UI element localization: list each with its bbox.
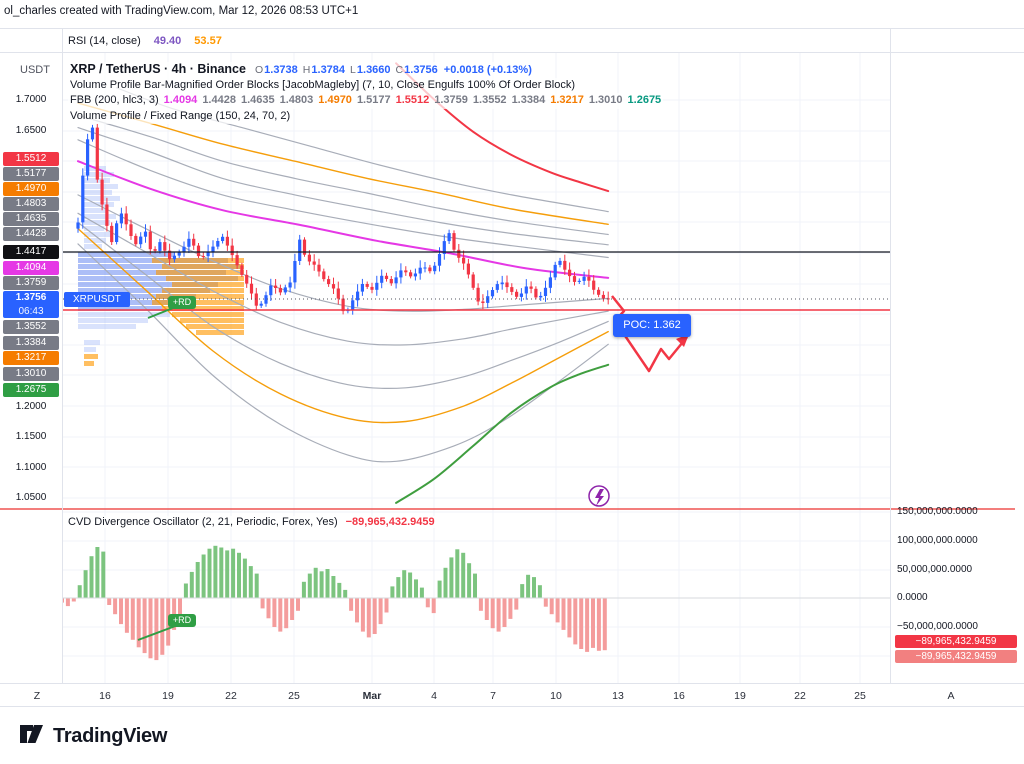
red-zigzag-arrow bbox=[611, 295, 688, 373]
fbb-value: 1.4094 bbox=[163, 94, 198, 107]
cvd-histogram bbox=[63, 545, 607, 661]
fbb-values: 1.4094 1.4428 1.4635 1.4803 1.4970 1.5177 1.55… bbox=[159, 94, 662, 106]
indicator-legend-fbb[interactable]: FBB (200, hlc3, 3) bbox=[70, 94, 159, 107]
ohlc-value: 1.3756 bbox=[404, 64, 438, 76]
price-axis-currency: USDT bbox=[20, 64, 50, 76]
change-value: +0.0018 (+0.13%) bbox=[443, 64, 532, 76]
fbb-value: 1.3384 bbox=[511, 94, 546, 107]
cvd-legend-label[interactable]: CVD Divergence Oscillator (2, 21, Period… bbox=[68, 516, 338, 528]
symbol-title[interactable]: XRP / TetherUS · 4h · Binance bbox=[70, 62, 246, 76]
attribution-bar: ol_charles created with TradingView.com,… bbox=[4, 5, 358, 17]
chart-legend: XRP / TetherUS · 4h · Binance O1.3738 H1.3… bbox=[68, 62, 664, 124]
fbb-value: 1.4970 bbox=[318, 94, 352, 107]
rsi-signal-value: 53.57 bbox=[194, 35, 222, 47]
main-chart-plot bbox=[76, 62, 610, 504]
fbb-value: 1.5177 bbox=[356, 94, 391, 107]
ohlc-key: O bbox=[254, 64, 264, 76]
cvd-pane-legend: CVD Divergence Oscillator (2, 21, Period… bbox=[68, 516, 435, 528]
tradingview-logo-icon[interactable] bbox=[18, 720, 45, 752]
current-price-badge: 1.3756 06:43 bbox=[3, 291, 59, 318]
fbb-value: 1.3759 bbox=[434, 94, 468, 107]
fbb-value: 1.4803 bbox=[279, 94, 314, 107]
fbb-value: 1.3217 bbox=[550, 94, 584, 107]
rd-divergence-badge-main: +RD bbox=[168, 296, 196, 309]
rd-divergence-badge-cvd: +RD bbox=[168, 614, 196, 627]
ohlc-key: L bbox=[350, 64, 356, 76]
rsi-pane-legend: RSI (14, close) 49.40 53.57 bbox=[68, 31, 222, 51]
indicator-legend-volume-profile-ob[interactable]: Volume Profile Bar-Magnified Order Block… bbox=[68, 78, 578, 94]
rsi-value: 49.40 bbox=[153, 35, 182, 47]
fbb-value: 1.3552 bbox=[472, 94, 507, 107]
symbol-price-flag: XRPUSDT bbox=[64, 292, 130, 307]
fbb-value: 1.4428 bbox=[202, 94, 236, 107]
bar-countdown: 06:43 bbox=[18, 306, 44, 317]
current-price: 1.3756 bbox=[15, 292, 47, 303]
cvd-legend-value: −89,965,432.9459 bbox=[345, 516, 435, 528]
poc-label[interactable]: POC: 1.362 bbox=[613, 314, 691, 337]
fbb-value: 1.4635 bbox=[240, 94, 275, 107]
fbb-value: 1.5512 bbox=[395, 94, 430, 107]
ohlc-key: H bbox=[302, 64, 311, 76]
ohlc-value: 1.3738 bbox=[264, 64, 298, 76]
tradingview-wordmark[interactable]: TradingView bbox=[53, 724, 168, 747]
fbb-value: 1.2675 bbox=[627, 94, 662, 107]
ohlc-value: 1.3784 bbox=[311, 64, 346, 76]
attribution-text: ol_charles created with TradingView.com,… bbox=[4, 5, 359, 17]
footer-brand: TradingView bbox=[18, 720, 167, 752]
ohlc-values: O1.3738 H1.3784 L1.3660 C1.3756 bbox=[250, 64, 438, 76]
rsi-legend-label[interactable]: RSI (14, close) bbox=[68, 35, 141, 47]
fbb-value: 1.3010 bbox=[588, 94, 623, 107]
indicator-legend-volume-profile-fr[interactable]: Volume Profile / Fixed Range (150, 24, 7… bbox=[68, 108, 293, 124]
ohlc-key: C bbox=[395, 64, 404, 76]
ohlc-value: 1.3660 bbox=[356, 64, 391, 76]
